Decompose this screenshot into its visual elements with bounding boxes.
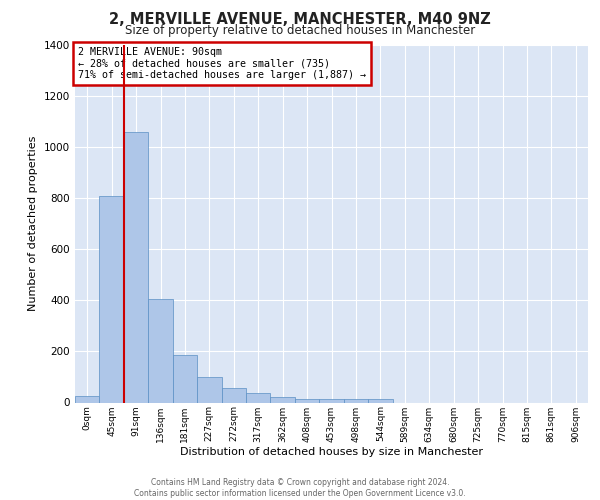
Bar xyxy=(271,398,295,402)
Text: 2 MERVILLE AVENUE: 90sqm
← 28% of detached houses are smaller (735)
71% of semi-: 2 MERVILLE AVENUE: 90sqm ← 28% of detach… xyxy=(77,47,365,80)
Text: 2, MERVILLE AVENUE, MANCHESTER, M40 9NZ: 2, MERVILLE AVENUE, MANCHESTER, M40 9NZ xyxy=(109,12,491,28)
Bar xyxy=(319,400,344,402)
Bar xyxy=(246,393,271,402)
Text: Size of property relative to detached houses in Manchester: Size of property relative to detached ho… xyxy=(125,24,475,37)
Bar xyxy=(221,388,246,402)
Y-axis label: Number of detached properties: Number of detached properties xyxy=(28,136,38,312)
Bar xyxy=(295,400,319,402)
Text: Contains HM Land Registry data © Crown copyright and database right 2024.
Contai: Contains HM Land Registry data © Crown c… xyxy=(134,478,466,498)
Bar xyxy=(75,396,100,402)
Bar xyxy=(100,196,124,402)
Bar xyxy=(197,377,221,402)
Bar xyxy=(173,356,197,403)
Bar xyxy=(368,400,392,402)
Bar xyxy=(344,400,368,402)
Bar xyxy=(124,132,148,402)
X-axis label: Distribution of detached houses by size in Manchester: Distribution of detached houses by size … xyxy=(180,447,483,457)
Bar xyxy=(148,299,173,403)
